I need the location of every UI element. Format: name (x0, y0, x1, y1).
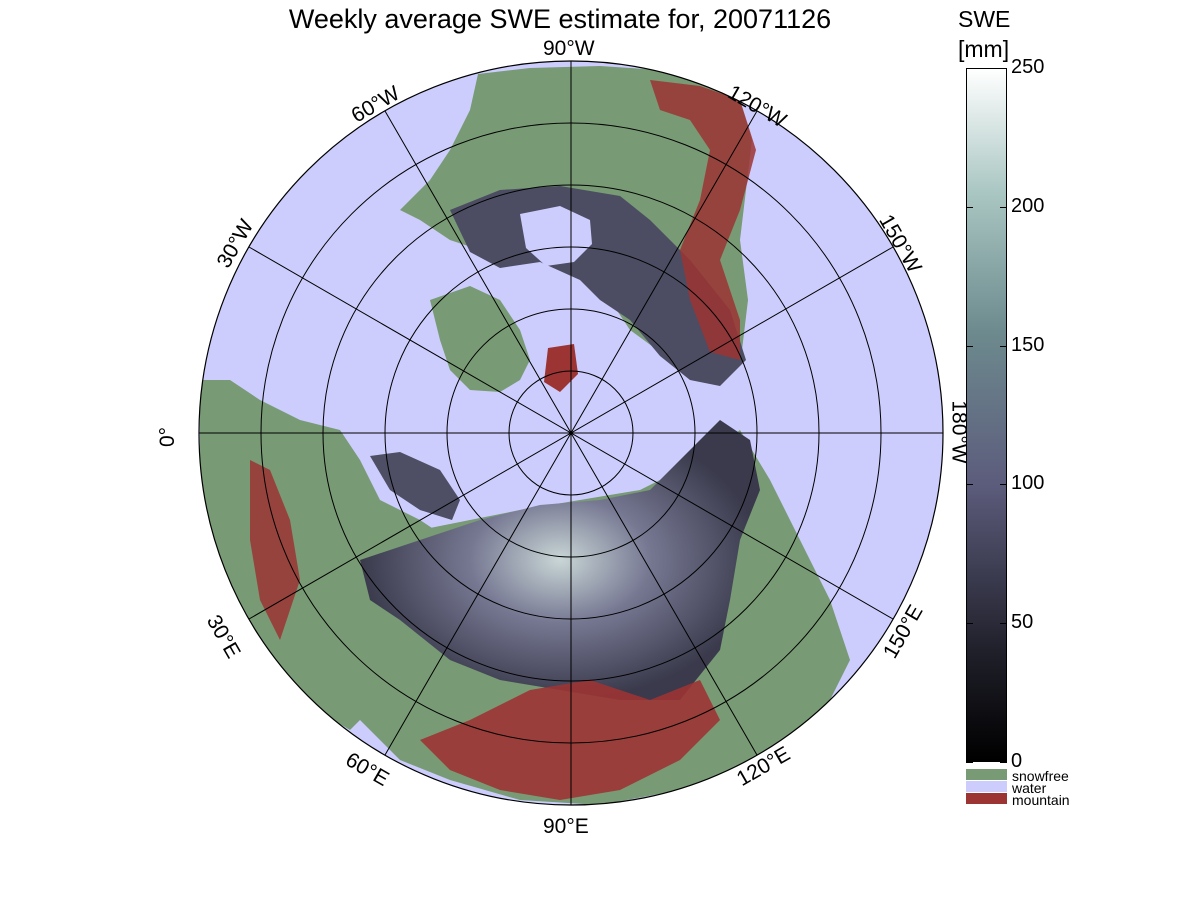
colorbar-tick-mark (966, 68, 973, 69)
colorbar-tick-mark (1000, 68, 1007, 69)
greenland-mountain (544, 344, 578, 392)
colorbar-tick-mark (966, 484, 973, 486)
colorbar-tick-mark (1000, 345, 1007, 347)
colorbar-tick-label: 100 (1011, 472, 1045, 495)
colorbar-tick-mark (966, 206, 973, 208)
colorbar-tick-mark (966, 623, 973, 625)
hudson-bay (520, 206, 592, 266)
colorbar-tick-mark (1000, 206, 1007, 208)
rockies-mountain (650, 80, 756, 360)
legend-swatch-snowfree (966, 769, 1007, 780)
colorbar-tick-mark (1000, 762, 1007, 763)
lon-label-0: 0° (156, 426, 180, 448)
colorbar-tick-label: 200 (1011, 194, 1045, 217)
colorbar-tick-mark (1000, 623, 1007, 625)
asia-mountains (420, 680, 720, 800)
colorbar-title-unit: [mm] (958, 36, 1010, 62)
colorbar-tick-label: 50 (1011, 611, 1034, 634)
lon-label-90e: 90°E (543, 815, 589, 838)
legend-swatch-mountain (966, 793, 1007, 804)
colorbar-title: SWE [mm] (958, 4, 1010, 64)
ural-alps-mountains (250, 460, 300, 640)
colorbar-title-quantity: SWE (958, 6, 1011, 32)
colorbar-tick-mark (966, 762, 973, 763)
siberia-snow (360, 420, 760, 700)
colorbar-gradient (966, 68, 1007, 762)
colorbar-tick-label: 0 (1011, 750, 1023, 772)
legend-label-mountain: mountain (1012, 792, 1070, 808)
colorbar-tick-mark (1000, 484, 1007, 486)
legend-label-snowfree: snowfree (1012, 768, 1069, 784)
scandinavia-snow (370, 452, 460, 520)
globe-outline (198, 60, 944, 806)
legend-swatch-water (966, 781, 1007, 792)
map-title: Weekly average SWE estimate for, 2007112… (288, 4, 832, 34)
colorbar-tick-mark (966, 345, 973, 347)
colorbar-tick-label: 250 (1011, 56, 1045, 78)
lon-label-90w: 90°W (543, 37, 595, 60)
legend-label-water: water (1012, 780, 1047, 796)
colorbar-tick-label: 150 (1011, 333, 1045, 356)
meridian-lines (199, 61, 943, 805)
